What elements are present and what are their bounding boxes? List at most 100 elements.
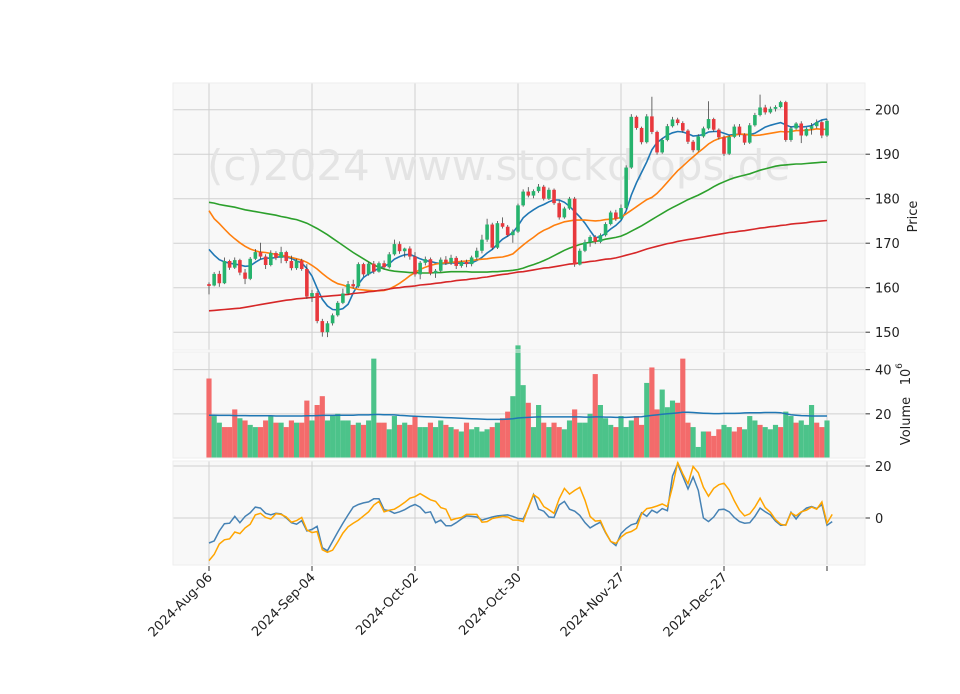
volume-bar — [530, 427, 537, 458]
candle-body — [346, 284, 350, 294]
candle-body — [459, 261, 464, 266]
osc-panel-frame — [172, 460, 866, 566]
volume-bar — [211, 416, 217, 458]
volume-bar — [412, 416, 418, 458]
volume-bar — [479, 431, 485, 458]
volume-bar — [541, 422, 547, 458]
candle-body — [717, 129, 721, 138]
volume-exponent-power: 6 — [895, 363, 905, 369]
volume-bar — [463, 422, 470, 458]
volume-bar — [299, 422, 305, 458]
candle-body — [691, 141, 695, 151]
volume-bar — [433, 427, 439, 458]
candle-body — [681, 123, 685, 131]
price-y-tick-label: 200 — [875, 104, 900, 119]
volume-bar — [798, 420, 804, 458]
candle-body — [444, 259, 448, 263]
volume-bar — [597, 405, 603, 458]
candle-body — [814, 122, 819, 127]
volume-bar — [494, 422, 500, 458]
volume-bar — [360, 424, 367, 458]
candle-body — [624, 167, 628, 209]
volume-bar — [572, 409, 578, 458]
candle-body — [706, 119, 711, 129]
volume-bar — [474, 427, 480, 458]
candle-body — [742, 134, 747, 143]
candle-body — [500, 223, 505, 227]
volume-bar — [263, 420, 269, 458]
volume-bar — [546, 427, 552, 458]
volume-bar — [469, 429, 475, 458]
volume-bar — [680, 358, 686, 458]
candle-body — [428, 259, 433, 274]
candle-body — [433, 270, 438, 274]
volume-bar — [551, 422, 557, 458]
volume-bar — [664, 407, 670, 458]
volume-bar — [788, 416, 794, 458]
candle-body — [629, 116, 634, 168]
candle-body — [243, 272, 247, 279]
candle-body — [485, 224, 489, 240]
candle-body — [330, 315, 335, 324]
candle-body — [660, 139, 664, 153]
moving-average-line-3 — [208, 161, 827, 274]
volume-bar — [335, 413, 341, 458]
candle-body — [531, 191, 536, 196]
candle-body — [335, 302, 340, 316]
candle-body — [737, 126, 742, 135]
volume-bar — [602, 418, 609, 458]
oscillator-y-tick-label: 20 — [875, 460, 892, 475]
x-tick-label: 2024-Oct-02 — [353, 570, 421, 638]
candle-body — [377, 263, 381, 272]
candle-body — [526, 191, 531, 196]
volume-bar — [345, 420, 351, 458]
volume-bar — [592, 374, 598, 458]
candle-body — [402, 248, 407, 252]
volume-bar — [355, 422, 361, 458]
candle-body — [408, 248, 412, 257]
volume-bar — [772, 424, 779, 458]
volume-bar — [613, 427, 619, 458]
candle-body — [382, 263, 386, 268]
candle-body — [727, 136, 731, 154]
volume-bar — [391, 416, 397, 458]
price-axis-label: Price — [906, 201, 921, 233]
volume-bar — [705, 431, 712, 458]
volume-bar — [510, 396, 516, 458]
volume-bar — [427, 422, 434, 458]
volume-bar — [757, 424, 763, 458]
candle-body — [248, 258, 252, 279]
candle-body — [284, 252, 289, 261]
candle-body — [464, 261, 469, 265]
price-y-tick-label: 180 — [875, 193, 900, 208]
candle-body — [644, 116, 649, 143]
volume-bar — [216, 422, 222, 458]
candle-body — [583, 242, 587, 251]
candle-body — [279, 252, 283, 258]
candle-body — [320, 321, 325, 333]
candle-body — [536, 186, 541, 192]
candle-body — [825, 120, 829, 136]
volume-bar — [443, 424, 449, 458]
candle-body — [438, 259, 443, 271]
candle-body — [768, 108, 773, 113]
oscillator-line-2 — [208, 459, 833, 562]
price-y-tick-label: 170 — [875, 237, 900, 252]
volume-bar — [819, 427, 825, 458]
volume-bar — [716, 429, 722, 458]
candle-body — [299, 260, 304, 270]
candle-body — [675, 119, 680, 124]
candle-body — [634, 116, 639, 128]
candle-body — [763, 107, 767, 113]
volume-bar — [639, 424, 645, 458]
volume-bar — [330, 416, 336, 458]
candle-body — [562, 208, 567, 218]
volume-bar — [309, 420, 315, 458]
volume-bar — [752, 420, 758, 458]
volume-bar — [582, 422, 588, 458]
candle-body — [778, 102, 783, 108]
volume-bar — [608, 424, 614, 458]
volume-bar — [340, 420, 346, 458]
candle-body — [578, 250, 582, 265]
candle-body — [258, 252, 263, 257]
